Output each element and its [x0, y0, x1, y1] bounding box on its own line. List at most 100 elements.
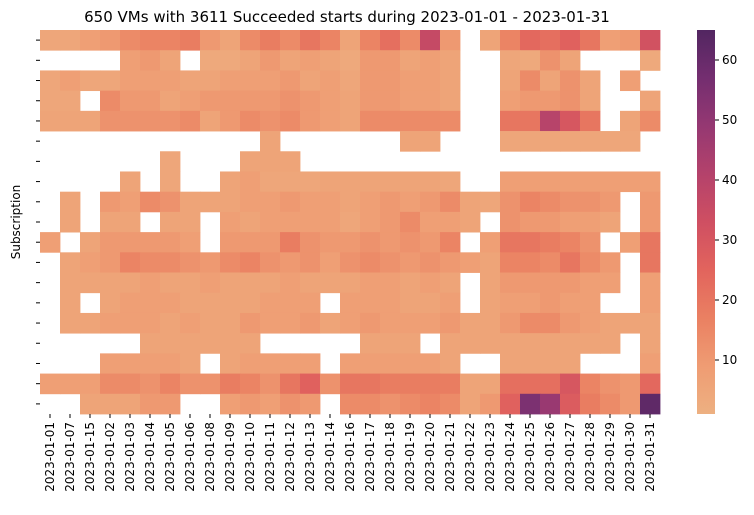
heatmap-cell — [220, 272, 241, 294]
heatmap-cell — [560, 30, 581, 51]
heatmap-cell — [80, 393, 101, 415]
colorbar — [697, 30, 715, 414]
heatmap-cell — [440, 70, 461, 92]
heatmap-cell — [240, 272, 261, 294]
heatmap-cell — [120, 70, 141, 92]
heatmap-cell — [640, 232, 661, 253]
heatmap-cell — [500, 232, 521, 253]
colorbar-ticks: 10 20 30 40 50 60 — [715, 53, 737, 367]
colorbar-tick-label: 10 — [722, 353, 737, 367]
heatmap-cell — [220, 292, 241, 314]
heatmap-cell — [100, 232, 121, 253]
colorbar-tick-label: 40 — [722, 173, 737, 187]
x-tick-label: 2023-01-06 — [183, 422, 197, 492]
heatmap-cell — [340, 252, 361, 273]
heatmap-cell — [260, 191, 281, 213]
heatmap-cell — [220, 90, 241, 112]
heatmap-cell — [580, 110, 601, 132]
y-axis-ticks — [36, 39, 40, 405]
heatmap-cell — [540, 171, 561, 193]
heatmap-cell — [500, 333, 521, 354]
heatmap-cell — [500, 312, 521, 334]
heatmap-cell — [580, 191, 601, 213]
heatmap-cell — [420, 312, 441, 334]
heatmap-cell — [440, 353, 461, 374]
heatmap-cell — [280, 70, 301, 92]
heatmap-cell — [540, 191, 561, 213]
heatmap-cell — [320, 252, 341, 273]
heatmap-cell — [340, 292, 361, 314]
heatmap-cell — [400, 90, 421, 112]
heatmap-cell — [600, 30, 621, 51]
x-tick-label: 2023-01-25 — [523, 422, 537, 492]
heatmap-cell — [520, 393, 541, 415]
heatmap-cell — [600, 211, 621, 233]
heatmap-cell — [340, 312, 361, 334]
heatmap-cell — [560, 110, 581, 132]
heatmap-cell — [60, 312, 81, 334]
heatmap-cell — [500, 70, 521, 92]
heatmap-cell — [340, 191, 361, 213]
heatmap-cell — [300, 90, 321, 112]
heatmap-cell — [120, 191, 141, 213]
heatmap-cell — [160, 30, 181, 51]
x-tick-label: 2023-01-31 — [643, 422, 657, 492]
heatmap-cell — [620, 30, 641, 51]
heatmap-cell — [420, 232, 441, 253]
heatmap-cell — [360, 110, 381, 132]
heatmap-cell — [420, 272, 441, 294]
heatmap-cell — [100, 191, 121, 213]
heatmap-cell — [520, 110, 541, 132]
heatmap-cell — [640, 292, 661, 314]
x-tick-label: 2023-01-21 — [443, 422, 457, 492]
heatmap-cell — [120, 393, 141, 415]
heatmap-cell — [440, 191, 461, 213]
heatmap-cell — [140, 50, 161, 71]
heatmap-cell — [260, 110, 281, 132]
heatmap-cell — [200, 90, 221, 112]
heatmap-cell — [40, 90, 61, 112]
heatmap-cell — [60, 292, 81, 314]
heatmap-cell — [360, 30, 381, 51]
heatmap-cell — [160, 333, 181, 354]
heatmap-cell — [500, 393, 521, 415]
x-tick-label: 2023-01-15 — [83, 422, 97, 492]
heatmap-cell — [480, 312, 501, 334]
heatmap-cell — [540, 211, 561, 233]
x-tick-label: 2023-01-07 — [63, 422, 77, 492]
heatmap-cell — [300, 393, 321, 415]
heatmap-cell — [300, 211, 321, 233]
heatmap-cell — [140, 373, 161, 395]
heatmap-cell — [160, 232, 181, 253]
heatmap-cell — [100, 110, 121, 132]
heatmap-cell — [520, 353, 541, 374]
heatmap-cell — [80, 110, 101, 132]
heatmap-cell — [320, 272, 341, 294]
heatmap-cell — [200, 272, 221, 294]
heatmap-cell — [340, 50, 361, 71]
heatmap-cell — [320, 171, 341, 193]
heatmap-cell — [380, 252, 401, 273]
heatmap-cell — [620, 393, 641, 415]
heatmap-cell — [120, 252, 141, 273]
heatmap-cell — [340, 30, 361, 51]
heatmap-cell — [520, 312, 541, 334]
heatmap-cell — [500, 252, 521, 273]
heatmap-cell — [60, 373, 81, 395]
heatmap-cell — [160, 292, 181, 314]
heatmap-cell — [120, 110, 141, 132]
heatmap-cell — [100, 353, 121, 374]
heatmap-cell — [480, 393, 501, 415]
heatmap-cell — [500, 131, 521, 152]
heatmap-cell — [400, 171, 421, 193]
colorbar-tick-label: 50 — [722, 113, 737, 127]
heatmap-cell — [260, 211, 281, 233]
heatmap-cell — [240, 191, 261, 213]
heatmap-cell — [60, 211, 81, 233]
heatmap-cell — [560, 373, 581, 395]
heatmap-cell — [340, 90, 361, 112]
heatmap-cell — [500, 110, 521, 132]
heatmap-cell — [500, 272, 521, 294]
chart-title: 650 VMs with 3611 Succeeded starts durin… — [84, 8, 610, 26]
heatmap-cell — [580, 373, 601, 395]
